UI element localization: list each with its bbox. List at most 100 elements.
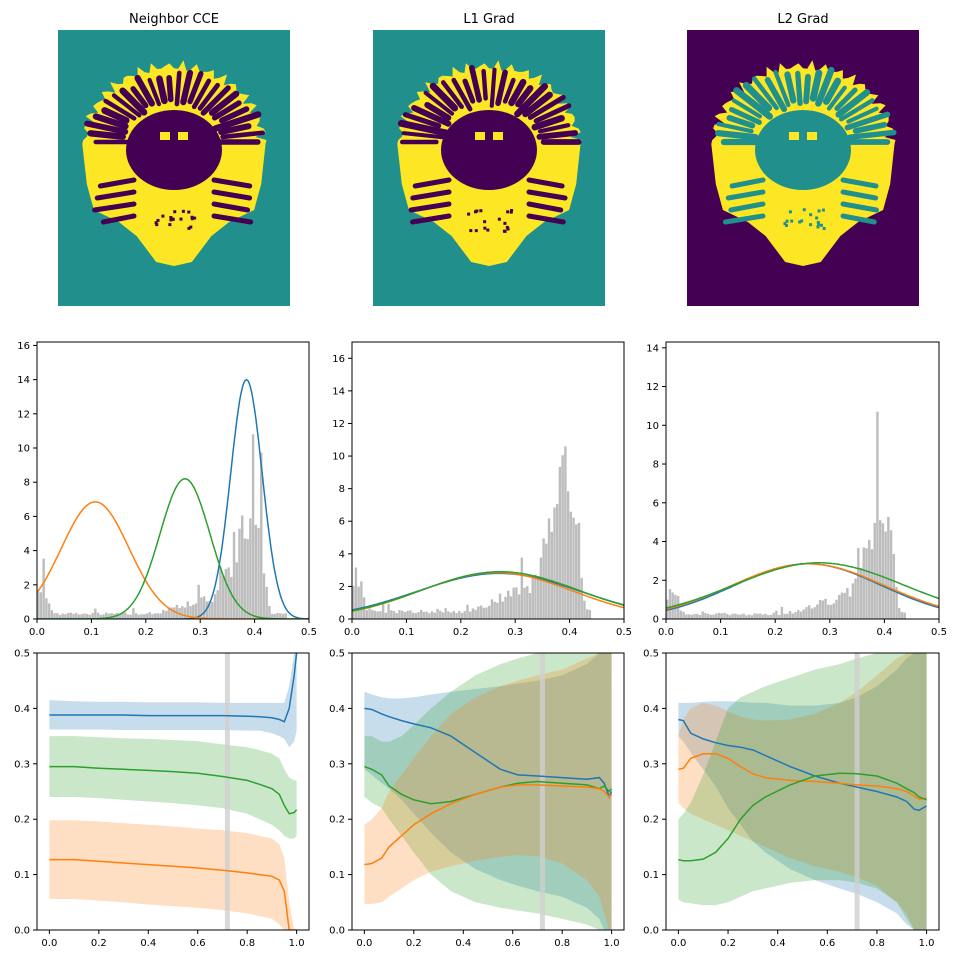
sulcus	[502, 77, 516, 104]
histogram-bar	[526, 586, 529, 619]
mean-line-green	[678, 772, 927, 862]
histogram-bar	[384, 612, 388, 619]
x-tick-label: 0.2	[406, 938, 422, 949]
sulcus	[835, 89, 871, 118]
histogram-bar	[556, 503, 559, 619]
sulcus	[101, 107, 130, 124]
histogram-bar	[124, 612, 127, 619]
sulcus	[725, 189, 766, 201]
histogram-bar	[50, 610, 54, 619]
y-tick-label: 12	[332, 419, 345, 430]
histogram-bar	[260, 452, 263, 619]
histogram-bar	[159, 613, 162, 619]
histogram-bar	[536, 576, 540, 619]
histogram-bar	[848, 596, 852, 619]
x-tick-label: 0.8	[554, 938, 570, 949]
gaussian-fit-blue	[37, 378, 309, 619]
interior-core	[441, 110, 537, 190]
y-tick-label: 0.5	[643, 649, 659, 660]
histogram-bar	[572, 517, 575, 619]
sulcus	[156, 75, 168, 105]
histogram-bar	[775, 610, 778, 619]
segmentation-panel: L1 Grad	[373, 12, 605, 306]
y-tick-label: 6	[24, 512, 30, 523]
ventricle	[493, 132, 503, 140]
speckle	[473, 210, 477, 214]
histogram-bar	[80, 614, 83, 619]
sulcus	[537, 123, 571, 134]
ventricle	[160, 132, 170, 140]
histogram-bar	[455, 613, 458, 619]
speckle	[459, 238, 463, 242]
speckle	[474, 229, 478, 233]
ventricle	[475, 132, 485, 140]
sulcus	[728, 201, 766, 213]
histogram-bar	[417, 612, 420, 619]
mean-line-orange	[49, 858, 297, 930]
speckle	[509, 210, 513, 214]
gaussian-fit-orange	[666, 563, 939, 610]
speckle	[155, 223, 159, 227]
histogram-bar	[357, 586, 360, 619]
axes-frame	[36, 652, 310, 931]
speckle	[168, 223, 172, 227]
y-tick-label: 0.5	[14, 649, 30, 660]
histogram-panel: 0.0 0.1 0.2 0.3 0.4 0.5 0 2 4 6 8 10 12 14 16	[17, 341, 317, 638]
y-tick-label: 10	[332, 452, 345, 463]
histogram-bar	[381, 603, 385, 619]
histogram-bar	[156, 613, 160, 619]
sulcus	[220, 130, 266, 140]
sulcus	[429, 82, 459, 112]
histogram-bar	[134, 613, 138, 619]
speckle	[825, 232, 828, 235]
sulcus	[514, 83, 549, 118]
y-tick-label: 0.2	[643, 815, 659, 826]
histogram-bar	[262, 573, 266, 619]
sulcus	[844, 111, 891, 131]
histogram-bar	[791, 613, 795, 619]
histogram-bar	[181, 606, 184, 619]
histogram-bar	[167, 608, 170, 619]
histogram-bar	[802, 609, 805, 619]
confidence-band-orange	[49, 820, 297, 930]
x-tick-label: 0.0	[344, 627, 360, 638]
speckle	[483, 220, 487, 224]
speckle	[821, 208, 825, 212]
histogram-bar	[47, 603, 51, 619]
speckle	[783, 222, 787, 226]
gaussian-fit-green	[352, 570, 624, 612]
sulcus	[526, 213, 566, 225]
sulcus	[423, 90, 455, 116]
y-tick-label: 0.4	[329, 704, 345, 715]
histogram-bar	[276, 612, 279, 619]
histogram-bar	[783, 613, 786, 619]
histogram-bar	[449, 612, 453, 619]
x-tick-label: 0.0	[356, 938, 372, 949]
sulcus	[522, 91, 553, 118]
panel-title: L1 Grad	[463, 12, 514, 27]
speckle	[469, 229, 473, 233]
sulcus	[191, 78, 212, 110]
mean-line-orange	[678, 753, 927, 801]
histogram-bar	[126, 614, 130, 619]
histogram-bar	[504, 596, 507, 619]
sulcus	[397, 119, 450, 137]
histogram-bar	[753, 613, 756, 619]
speckle	[179, 217, 183, 221]
histogram-bar	[227, 567, 230, 619]
speckle	[181, 209, 185, 213]
axes-frame	[36, 341, 310, 620]
histogram-bar	[840, 592, 844, 619]
speckle	[502, 229, 506, 233]
histogram-bar	[892, 554, 896, 619]
sulcus	[211, 201, 251, 213]
speckle	[809, 223, 813, 227]
histogram-bar	[687, 614, 691, 619]
histogram-bar	[430, 611, 434, 619]
sulcus	[526, 177, 565, 189]
speckle	[196, 232, 199, 235]
histogram-bar	[742, 613, 745, 619]
histogram-bar	[723, 612, 726, 619]
speckle	[506, 210, 510, 214]
histogram-bar	[550, 531, 553, 619]
